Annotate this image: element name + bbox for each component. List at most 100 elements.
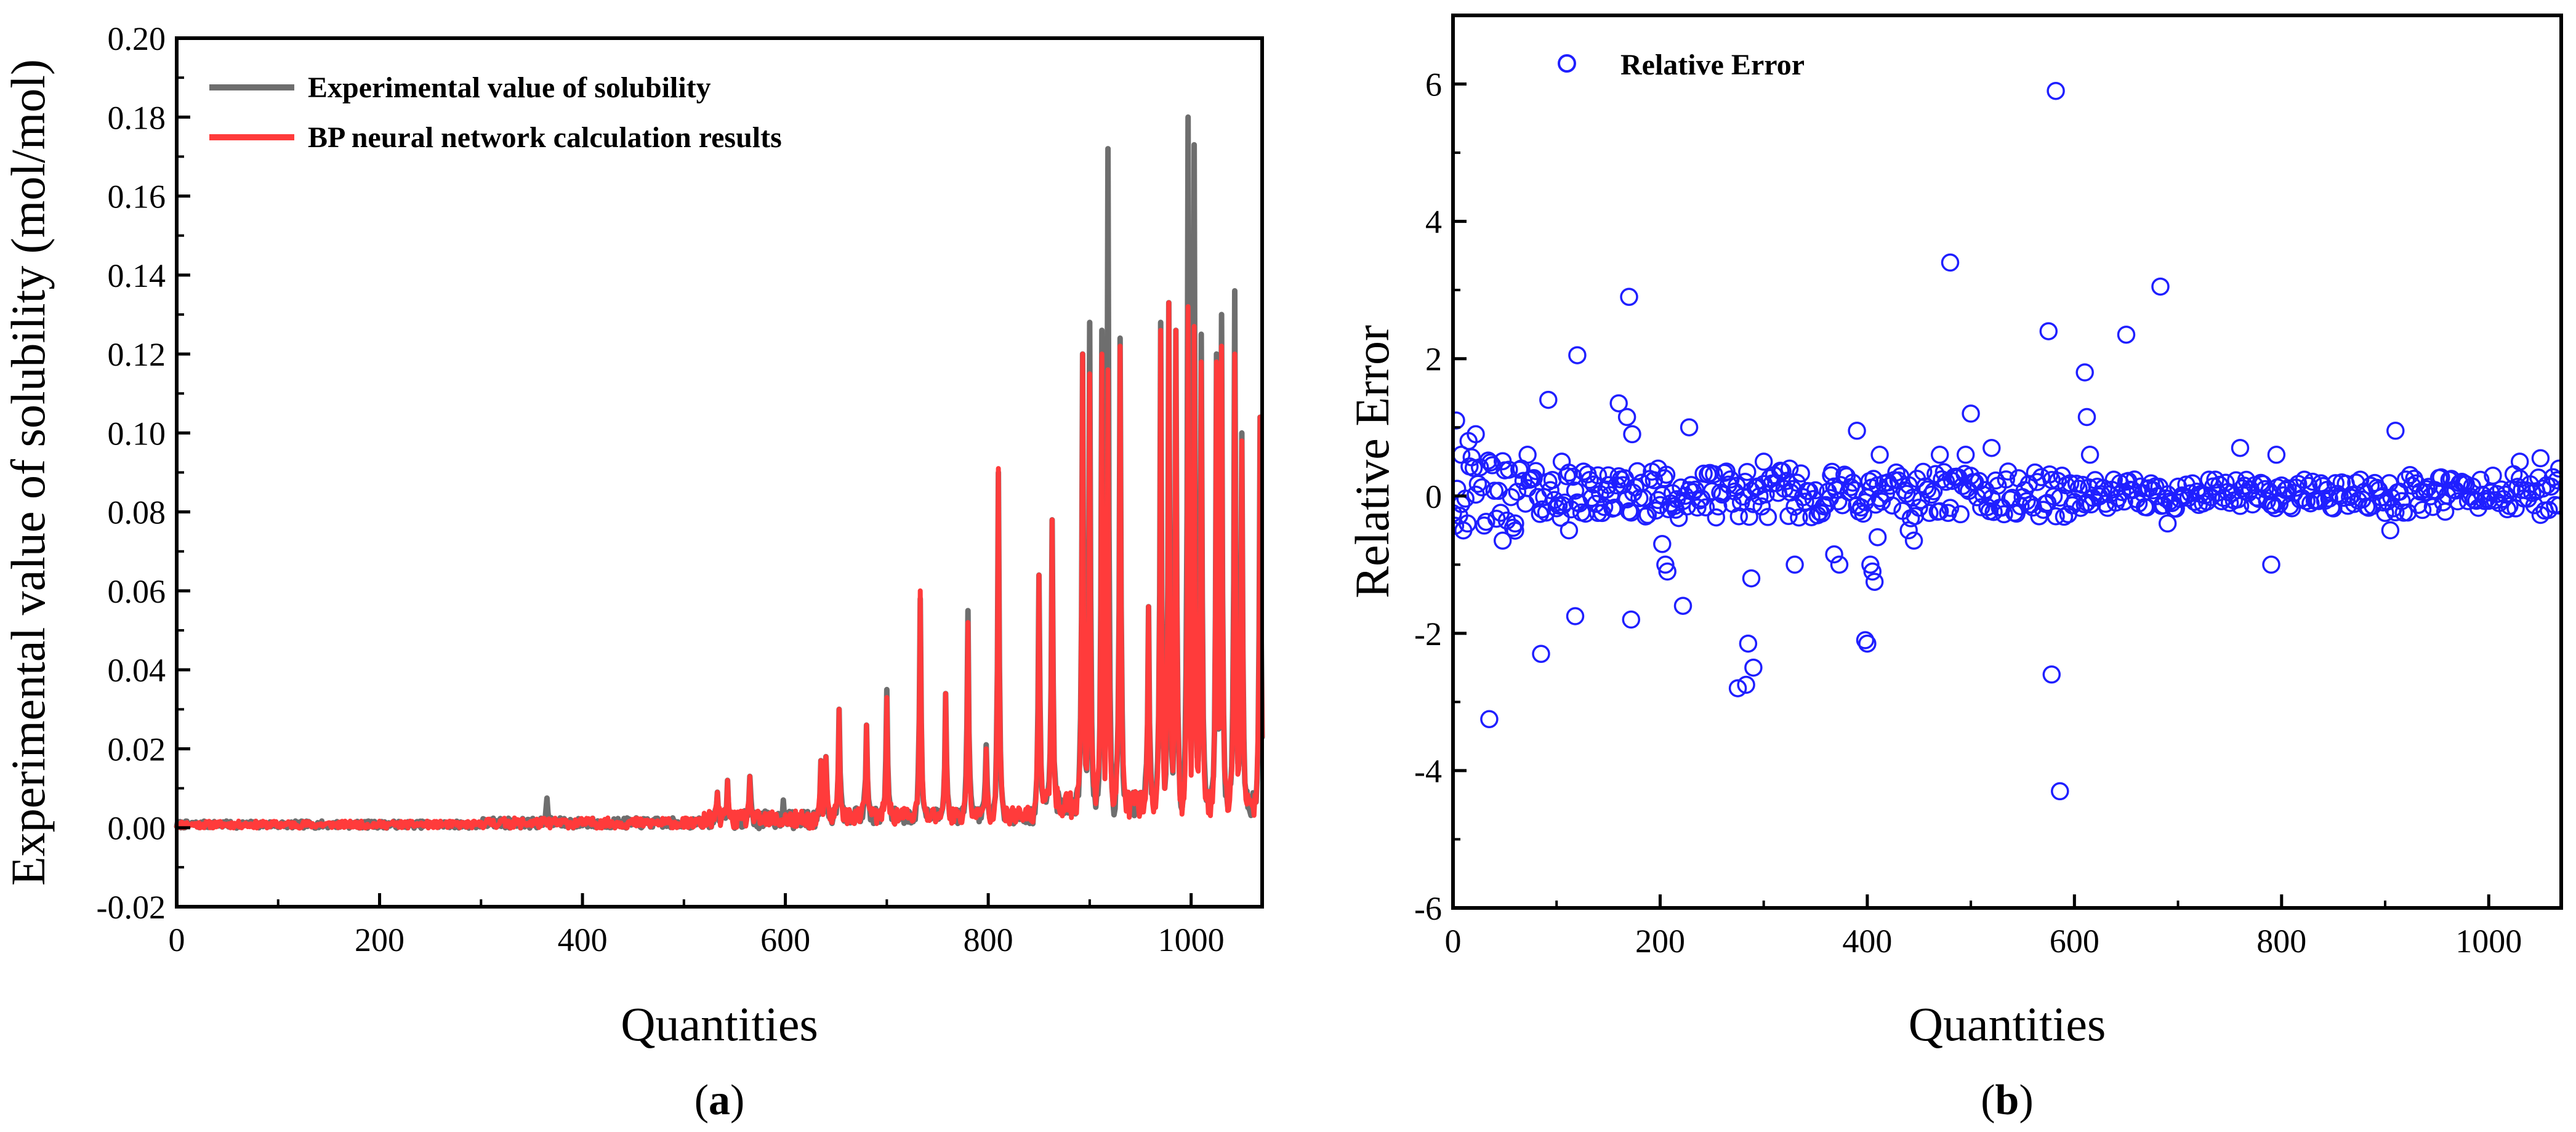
scatter-point (2533, 480, 2552, 498)
scatter-point-outlier (1622, 610, 1641, 629)
scatter-point-outlier (2550, 459, 2561, 478)
scatter-point-outlier (1653, 535, 1672, 553)
scatter-point (2112, 483, 2131, 502)
scatter-point (1729, 507, 1749, 526)
scatter-point (2498, 500, 2517, 519)
scatter-point-outlier (1848, 422, 1866, 440)
scatter-point (2206, 470, 2224, 489)
a-x-tick-label: 600 (760, 921, 810, 958)
b-x-tick-label: 1000 (2455, 923, 2522, 960)
scatter-point (1941, 499, 1960, 517)
scatter-point-outlier (2510, 452, 2529, 471)
b-x-tick-label: 200 (1635, 923, 1685, 960)
scatter-point-outlier (1728, 679, 1747, 697)
scatter-point-outlier (2386, 422, 2405, 440)
scatter-point (1924, 482, 1943, 500)
scatter-point (1736, 472, 1755, 491)
scatter-point-outlier (1467, 425, 1485, 444)
scatter-point (1806, 481, 1825, 500)
scatter-point (2071, 499, 2090, 517)
a-x-tick-label: 0 (169, 921, 185, 958)
a-y-tick-label: 0.18 (108, 99, 166, 136)
scatter-point (2548, 471, 2561, 490)
panel-a-tick-layer: 0 200 400 600 800 1000 -0.02 0.00 0.02 0.04 0.06 0.… (97, 20, 1225, 958)
scatter-point-outlier (1899, 521, 1918, 540)
scatter-point (1702, 482, 1721, 500)
scatter-point-outlier (1904, 531, 1923, 550)
scatter-point-outlier (1599, 466, 1618, 485)
scatter-point (2413, 500, 2432, 520)
scatter-point (2231, 497, 2250, 515)
scatter-point-outlier (1930, 446, 1949, 464)
a-x-tick-label: 400 (558, 921, 608, 958)
scatter-point-outlier (1870, 446, 1889, 464)
panel-b-y-axis-label: Relative Error (1345, 325, 1399, 598)
a-y-tick-label: 0.02 (108, 731, 166, 768)
panel-b-caption-label: (b) (1981, 1077, 2034, 1124)
scatter-point (1779, 507, 1798, 526)
scatter-point-outlier (2381, 521, 2400, 540)
b-x-tick-label: 400 (1842, 923, 1892, 960)
scatter-point-outlier (1856, 631, 1875, 649)
legend-label-bp-network: BP neural network calculation results (308, 121, 782, 154)
scatter-point-outlier (1941, 253, 1960, 272)
scatter-point (1462, 448, 1481, 467)
a-y-tick-label: 0.10 (108, 415, 166, 452)
scatter-point-outlier (2039, 322, 2058, 340)
scatter-point (1930, 502, 1949, 521)
scatter-point-outlier (2151, 277, 2170, 296)
scatter-point-outlier (1658, 562, 1676, 581)
a-x-tick-label: 800 (964, 921, 1013, 958)
scatter-point (1585, 475, 1603, 494)
scatter-points (1453, 81, 2561, 801)
scatter-point (2550, 496, 2561, 515)
scatter-point (1453, 495, 1471, 513)
scatter-point (1500, 460, 1518, 479)
series-line-bp-network (174, 300, 1265, 831)
legend-marker-relative-error (1558, 54, 1576, 73)
scatter-point-outlier (1754, 452, 1773, 471)
panel-b-relative-error-chart: 0 200 400 600 800 1000 -6 -4 -2 0 2 4 6 Relative Err… (1345, 14, 2563, 1124)
scatter-point (2197, 492, 2216, 511)
b-y-tick-label: -2 (1414, 616, 1442, 652)
scatter-point-outlier (1620, 287, 1638, 307)
scatter-point (2396, 470, 2415, 489)
scatter-point (1477, 512, 1495, 531)
scatter-point (1972, 498, 1990, 516)
panel-a-y-axis-label: Experimental value of solubility (mol/mo… (1, 59, 55, 886)
scatter-point-outlier (1539, 390, 1558, 409)
scatter-point (1508, 483, 1527, 501)
scatter-point-outlier (1982, 438, 2001, 457)
scatter-point-outlier (1744, 658, 1763, 677)
scatter-point-outlier (2051, 782, 2069, 801)
scatter-point (1601, 486, 1620, 505)
scatter-point (1646, 501, 1665, 520)
scatter-point (1587, 494, 1605, 513)
scatter-point (1468, 475, 1487, 493)
scatter-point-outlier (1493, 531, 1512, 550)
scatter-point-outlier (1506, 514, 1524, 533)
scatter-point-outlier (1588, 466, 1608, 485)
scatter-point (2047, 507, 2065, 526)
panel-b-legend: Relative Error (1558, 49, 1805, 81)
scatter-point (2540, 500, 2558, 520)
scatter-point-outlier (1518, 446, 1537, 464)
scatter-point-outlier (1453, 411, 1465, 430)
a-x-tick-label: 1000 (1158, 921, 1225, 958)
scatter-point (1526, 462, 1545, 481)
scatter-point (1707, 508, 1726, 527)
scatter-point (1883, 496, 1902, 515)
scatter-point-outlier (1656, 555, 1675, 574)
a-y-tick-label: 0.04 (108, 652, 166, 689)
scatter-point-outlier (1861, 555, 1880, 574)
scatter-point (1453, 504, 1462, 523)
scatter-point (2326, 474, 2345, 492)
panel-a-solubility-chart: 0 200 400 600 800 1000 -0.02 0.00 0.02 0.04 0.06 0.… (1, 20, 1265, 1124)
scatter-point-outlier (1680, 418, 1699, 436)
scatter-point (1636, 507, 1655, 526)
scatter-point (1738, 462, 1757, 481)
a-y-tick-label: 0.06 (108, 573, 166, 610)
b-y-tick-label: 0 (1425, 478, 1442, 515)
scatter-point (2311, 474, 2330, 492)
